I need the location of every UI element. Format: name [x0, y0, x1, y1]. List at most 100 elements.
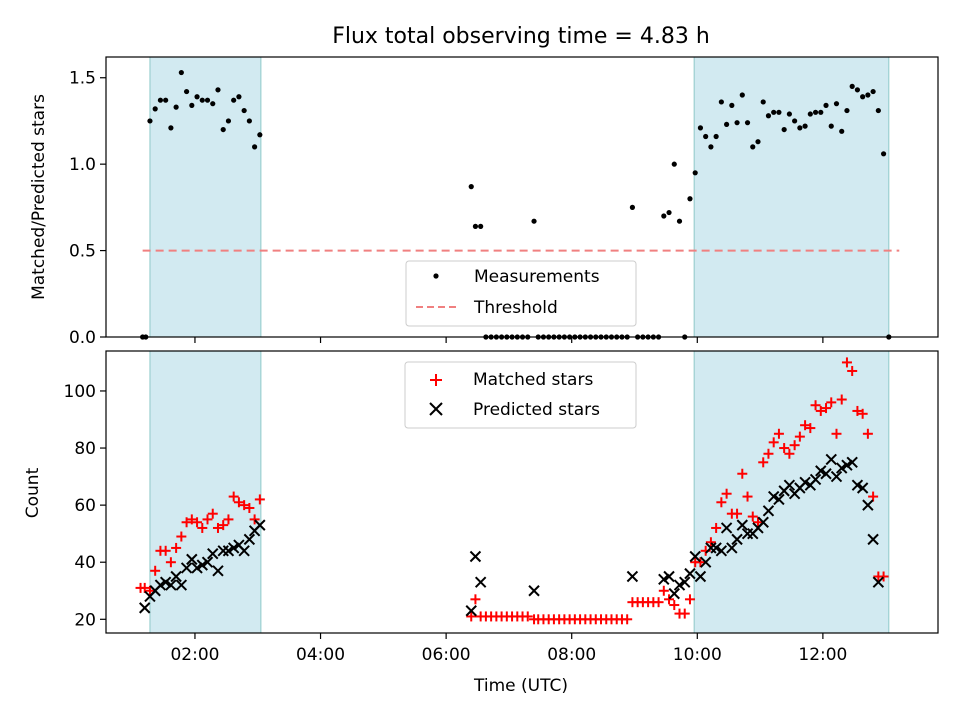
y-tick-label: 20: [74, 610, 96, 630]
predicted-star-point: [710, 542, 722, 554]
predicted-star-point: [196, 559, 208, 571]
measurement-point: [792, 118, 798, 124]
shaded-span: [693, 56, 890, 338]
matched-star-point: [826, 397, 837, 408]
predicted-star-point: [528, 585, 540, 597]
matched-star-point: [821, 403, 832, 414]
matched-star-point: [732, 508, 743, 519]
predicted-star-point: [809, 473, 822, 486]
matched-star-point: [622, 614, 633, 625]
predicted-star-point: [243, 533, 256, 546]
top-y-ticks: 0.0 0.5 1.0 1.5: [69, 69, 106, 348]
measurement-point: [755, 139, 761, 145]
measurement-point: [865, 92, 871, 98]
matched-star-point: [747, 511, 758, 522]
measurement-point: [231, 97, 237, 103]
matched-star-point: [653, 597, 664, 608]
predicted-star-point: [705, 542, 717, 554]
predicted-star-point: [720, 522, 733, 534]
predicted-star-point: [815, 465, 827, 477]
predicted-star-point: [689, 550, 701, 563]
predicted-star-point: [799, 476, 811, 489]
measurement-point: [760, 99, 766, 105]
x-tick-label: 08:00: [547, 645, 596, 665]
matched-star-point: [679, 608, 690, 619]
measurement-point: [744, 120, 751, 126]
predicted-star-point: [254, 519, 266, 531]
measurement-point: [818, 109, 824, 115]
matched-stars-series: [135, 357, 889, 625]
x-tick-label: 10:00: [673, 645, 722, 665]
x-tick-label: 02:00: [170, 645, 219, 665]
measurement-point: [776, 109, 782, 115]
measurement-point: [823, 102, 829, 108]
predicted-star-point: [139, 602, 151, 614]
matched-star-point: [857, 408, 868, 419]
predicted-star-point: [856, 482, 869, 494]
predicted-star-point: [186, 553, 198, 566]
measurement-point: [194, 94, 200, 100]
measurement-point: [531, 218, 537, 224]
matched-star-point: [836, 394, 847, 405]
matched-star-point: [763, 448, 774, 459]
matched-star-point: [862, 428, 873, 439]
predicted-star-point: [201, 556, 214, 568]
predicted-star-point: [872, 576, 885, 588]
predicted-star-point: [731, 533, 743, 546]
matched-star-point: [684, 594, 695, 605]
shaded-span: [149, 56, 262, 338]
measurement-point: [697, 125, 704, 131]
measurement-point: [676, 218, 683, 224]
matched-star-point: [810, 400, 821, 411]
measurement-point: [178, 69, 184, 76]
predicted-star-point: [663, 570, 675, 583]
measurement-point: [687, 196, 693, 202]
x-tick-label: 04:00: [296, 645, 345, 665]
matched-star-point: [852, 405, 863, 416]
measurement-point: [880, 151, 887, 157]
matched-star-point: [664, 594, 675, 605]
matched-star-point: [160, 545, 171, 556]
top-shaded-regions: [149, 56, 890, 338]
measurement-point: [189, 102, 195, 108]
predicted-star-point: [668, 587, 680, 600]
y-tick-label: 40: [74, 553, 96, 573]
matched-star-point: [244, 502, 255, 513]
predicted-star-point: [465, 605, 477, 617]
bottom-axes-frame: [105, 350, 939, 634]
matched-star-point: [716, 497, 727, 508]
predicted-star-point: [180, 562, 193, 574]
measurement-point: [708, 144, 714, 150]
matched-star-point: [144, 585, 155, 596]
predicted-star-point: [159, 576, 172, 588]
predicted-star-point: [474, 576, 487, 588]
top-x-ticks: [194, 337, 824, 343]
measurement-point: [236, 94, 242, 100]
y-tick-label: 100: [64, 382, 96, 402]
measurement-point: [157, 97, 164, 103]
matched-star-point: [658, 585, 669, 596]
measurement-point: [875, 107, 881, 114]
measurement-point: [629, 204, 636, 210]
predicted-star-point: [767, 490, 780, 503]
predicted-star-point: [658, 573, 670, 586]
legend-predicted-label: Predicted stars: [473, 400, 600, 420]
measurement-point: [839, 128, 845, 134]
predicted-star-point: [673, 579, 686, 591]
matched-star-point: [233, 497, 244, 508]
matched-star-point: [841, 357, 852, 368]
predicted-star-point: [191, 562, 203, 574]
predicted-star-point: [165, 579, 177, 591]
measurement-point: [802, 123, 808, 129]
measurement-point: [833, 101, 840, 107]
matched-star-point: [705, 537, 716, 548]
y-tick-label: 1.0: [69, 155, 96, 175]
legend-matched-marker: [430, 374, 442, 386]
matched-star-point: [470, 594, 481, 605]
bottom-legend-box: [404, 361, 637, 429]
predicted-star-point: [783, 479, 796, 491]
measurement-point: [729, 102, 735, 108]
measurement-point: [468, 184, 474, 190]
matched-star-point: [779, 443, 790, 454]
